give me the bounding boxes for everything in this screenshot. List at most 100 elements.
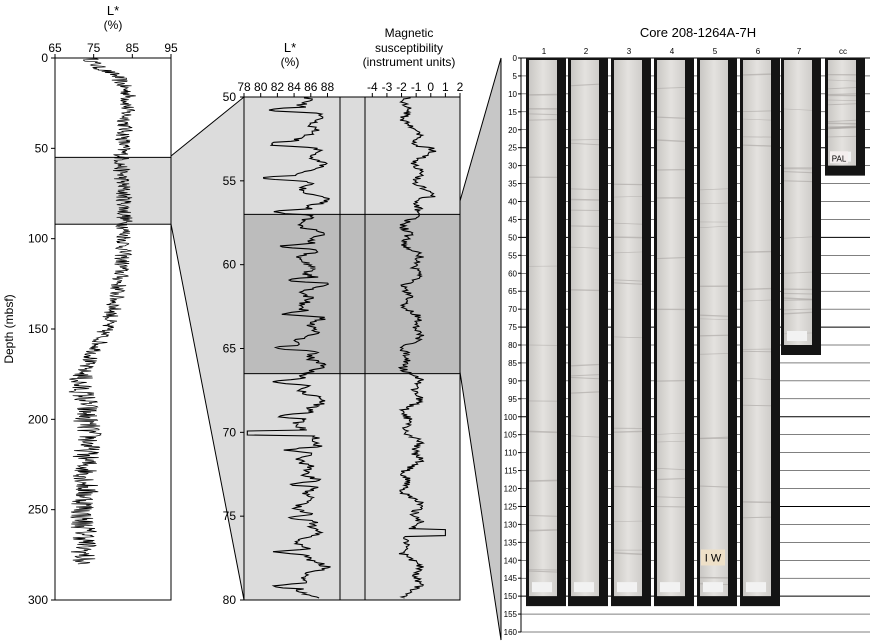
core-cc-handwritten: PAL (832, 154, 847, 163)
core-band (528, 529, 558, 532)
panel2-ms-xtick-label: 0 (427, 80, 434, 94)
core-band (656, 478, 686, 481)
core-band (613, 279, 643, 282)
core-band (783, 180, 813, 183)
core-depth-label: 40 (508, 198, 517, 207)
core-sediment (700, 60, 728, 597)
panel2-lstar-xtick-label: 80 (254, 80, 268, 94)
core-depth-label: 95 (508, 395, 517, 404)
core-band (783, 170, 813, 174)
core-depth-label: 105 (504, 431, 518, 440)
panel2-ytick-label: 80 (223, 593, 237, 607)
core-band (827, 99, 857, 102)
core-band (570, 374, 600, 377)
panel2-lstar-xtick-label: 82 (271, 80, 285, 94)
core-band (656, 496, 686, 499)
zoom-wedge-right (459, 57, 502, 641)
panel2-lstar-curve (246, 96, 331, 599)
core-depth-label: 5 (513, 72, 518, 81)
core-band (656, 256, 686, 260)
core-band (699, 318, 729, 320)
core-section (740, 58, 780, 607)
core-band (613, 430, 643, 433)
core-band (699, 485, 729, 488)
core-depth-label: 75 (508, 323, 517, 332)
panel2-ms-xtick-label: 2 (457, 80, 464, 94)
core-sediment (529, 60, 557, 597)
core-section (568, 58, 608, 607)
panel1-xtick-label: 85 (126, 41, 140, 55)
panel1-ytick-label: 0 (41, 51, 48, 65)
core-band (742, 299, 772, 302)
panel2-ytick-label: 75 (223, 509, 237, 523)
core-section-label: 3 (627, 47, 632, 56)
core-depth-label: 45 (508, 215, 517, 224)
panel2-ms-xtick-label: -4 (367, 80, 378, 94)
core-band (783, 308, 813, 311)
core-band (699, 314, 729, 317)
panel2-lstar-xtick-label: 84 (287, 80, 301, 94)
core-title: Core 208-1264A-7H (640, 25, 756, 40)
core-section (654, 58, 694, 607)
core-band (783, 292, 813, 295)
core-band (827, 79, 857, 82)
core-band (613, 485, 643, 488)
core-depth-label: 100 (504, 413, 518, 422)
core-depth-label: 90 (508, 377, 517, 386)
core-label-tag (787, 331, 807, 341)
core-depth-label: 135 (504, 538, 518, 547)
core-band (570, 198, 600, 201)
panel2-ms-title-line2: susceptibility (375, 41, 443, 55)
core-band (783, 311, 813, 315)
core-section-label: cc (839, 47, 847, 56)
core-band (742, 250, 772, 253)
core-depth-label: 65 (508, 287, 517, 296)
panel1-ytick-label: 250 (28, 503, 48, 517)
core-section-label: 5 (713, 47, 718, 56)
core-section-label: 2 (584, 47, 589, 56)
core-depth-label: 30 (508, 162, 517, 171)
panel2-ms-title-line3: (instrument units) (363, 55, 456, 69)
panel2-ms-xtick-label: -2 (396, 80, 407, 94)
core-band (742, 377, 772, 381)
panel2-lstar-xticks: 78 80 82 84 86 88 (237, 80, 334, 97)
panel2-lstar-title-line2: (%) (281, 55, 300, 69)
panel2-ms-curve (397, 96, 446, 599)
core-depth-label: 85 (508, 359, 517, 368)
core-band (613, 520, 643, 522)
panel2-lstar-xtick-label: 78 (237, 80, 251, 94)
core-band (613, 282, 643, 285)
core-band (699, 334, 729, 337)
panel2-ytick-label: 65 (223, 342, 237, 356)
core-depth-label: 10 (508, 90, 517, 99)
panel1-xtick-label: 75 (87, 41, 101, 55)
core-band (656, 440, 686, 443)
core-sediment (743, 60, 771, 597)
panel2-ms-xticks: -4 -3 -2 -1 0 1 2 (367, 80, 464, 97)
core-label-tag (660, 582, 680, 593)
panel1-title-line2: (%) (104, 18, 123, 32)
core-band (742, 501, 772, 504)
core-band (827, 87, 857, 90)
core-section-label: 1 (542, 47, 547, 56)
core-depth-label: 15 (508, 108, 517, 117)
core-band (699, 225, 729, 228)
core-depth-label: 0 (513, 54, 518, 63)
core-band (742, 110, 772, 113)
core-label-tag (532, 582, 552, 593)
core-band (783, 271, 813, 274)
core-depth-label: 25 (508, 144, 517, 153)
core-section-label: 4 (670, 47, 675, 56)
core-band (742, 144, 772, 147)
core-band (656, 87, 686, 89)
panel2-yticks: 50 55 60 65 70 75 80 (223, 90, 244, 607)
core-depth-label: 20 (508, 126, 517, 135)
core-band (613, 336, 643, 339)
core-band (742, 73, 772, 76)
panel2-ytick-label: 55 (223, 174, 237, 188)
core-depth-label: 115 (504, 467, 517, 476)
core-label-tag (703, 582, 723, 593)
core-depth-ticks: 0 5 10 15 20 25 30 35 40 45 50 55 60 65 70 75 80 85 90 95 10… (504, 54, 521, 637)
panel2-ms-xtick-label: -1 (411, 80, 422, 94)
core-band (742, 516, 772, 519)
